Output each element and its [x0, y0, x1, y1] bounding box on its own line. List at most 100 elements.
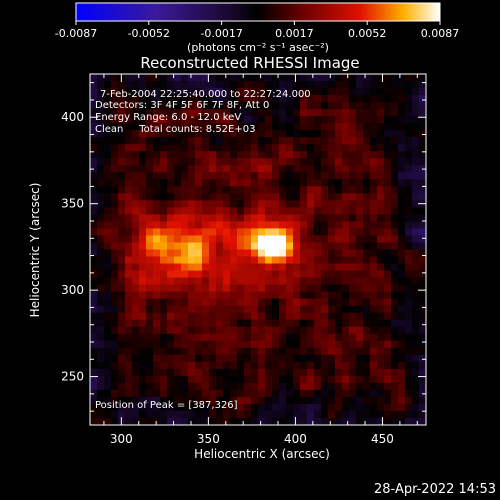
heatmap-cell: [146, 235, 154, 243]
heatmap-cell: [405, 298, 413, 307]
heatmap-cell: [307, 291, 315, 300]
heatmap-cell: [279, 340, 287, 349]
heatmap-cell: [251, 221, 259, 229]
heatmap-cell: [370, 158, 378, 166]
heatmap-cell: [398, 270, 406, 278]
heatmap-cell: [307, 81, 315, 89]
heatmap-cell: [342, 319, 350, 328]
heatmap-cell: [216, 298, 224, 307]
heatmap-cell: [384, 270, 392, 278]
heatmap-cell: [314, 123, 322, 131]
heatmap-cell: [139, 95, 147, 103]
heatmap-cell: [391, 410, 399, 419]
heatmap-cell: [153, 382, 161, 391]
peak-position-text: Position of Peak = [387,326]: [95, 400, 238, 411]
heatmap-cell: [391, 375, 399, 384]
heatmap-cell: [216, 144, 224, 152]
heatmap-cell: [237, 312, 245, 321]
heatmap-cell: [181, 291, 189, 300]
heatmap-cell: [202, 375, 210, 384]
heatmap-cell: [272, 368, 280, 377]
heatmap-cell: [258, 319, 266, 328]
heatmap-cell: [244, 109, 252, 117]
heatmap-cell: [272, 165, 280, 173]
heatmap-cell: [118, 179, 126, 187]
heatmap-cell: [384, 116, 392, 124]
heatmap-cell: [279, 207, 287, 215]
heatmap-cell: [314, 193, 322, 201]
heatmap-cell: [405, 81, 413, 89]
heatmap-cell: [244, 410, 252, 419]
heatmap-cell: [307, 403, 315, 412]
heatmap-cell: [223, 207, 231, 215]
heatmap-cell: [384, 417, 392, 426]
heatmap-cell: [167, 277, 175, 285]
heatmap-cell: [314, 186, 322, 194]
heatmap-cell: [300, 193, 308, 201]
heatmap-cell: [223, 109, 231, 117]
heatmap-cell: [321, 326, 329, 335]
heatmap-cell: [125, 270, 133, 278]
heatmap-cell: [286, 263, 294, 271]
heatmap-cell: [342, 165, 350, 173]
heatmap-cell: [251, 319, 259, 328]
heatmap-cell: [153, 256, 161, 264]
heatmap-cell: [258, 81, 266, 89]
heatmap-cell: [363, 116, 371, 124]
heatmap-cell: [398, 417, 406, 426]
heatmap-cell: [230, 130, 238, 138]
heatmap-cell: [349, 291, 357, 300]
heatmap-cell: [251, 312, 259, 321]
heatmap-cell: [370, 417, 378, 426]
heatmap-cell: [293, 116, 301, 124]
heatmap-cell: [237, 151, 245, 159]
heatmap-cell: [321, 151, 329, 159]
heatmap-cell: [370, 277, 378, 285]
heatmap-cell: [349, 340, 357, 349]
heatmap-cell: [363, 74, 371, 82]
heatmap-cell: [90, 354, 98, 363]
heatmap-cell: [342, 298, 350, 307]
heatmap-cell: [321, 277, 329, 285]
heatmap-cell: [279, 102, 287, 110]
heatmap-cell: [321, 284, 329, 293]
heatmap-cell: [391, 347, 399, 356]
heatmap-cell: [391, 277, 399, 285]
heatmap-cell: [195, 270, 203, 278]
heatmap-cell: [132, 396, 140, 405]
heatmap-cell: [328, 354, 336, 363]
heatmap-cell: [160, 403, 168, 412]
heatmap-cell: [307, 375, 315, 384]
heatmap-cell: [342, 305, 350, 314]
heatmap-cell: [104, 291, 112, 300]
heatmap-cell: [146, 221, 154, 229]
heatmap-cell: [181, 193, 189, 201]
heatmap-cell: [300, 179, 308, 187]
heatmap-cell: [356, 207, 364, 215]
heatmap-cell: [223, 179, 231, 187]
heatmap-cell: [244, 242, 252, 250]
heatmap-cell: [125, 403, 133, 412]
heatmap-cell: [153, 200, 161, 208]
heatmap-cell: [104, 403, 112, 412]
heatmap-cell: [139, 298, 147, 307]
footer-timestamp: 28-Apr-2022 14:53: [374, 482, 496, 497]
heatmap-cell: [328, 221, 336, 229]
heatmap-cell: [419, 228, 427, 236]
heatmap-cell: [202, 326, 210, 335]
heatmap-cell: [216, 417, 224, 426]
heatmap-cell: [104, 333, 112, 342]
heatmap-cell: [265, 340, 273, 349]
heatmap-cell: [384, 396, 392, 405]
heatmap-cell: [132, 277, 140, 285]
heatmap-cell: [279, 256, 287, 264]
heatmap-cell: [272, 242, 280, 250]
heatmap-cell: [195, 326, 203, 335]
heatmap-cell: [342, 123, 350, 131]
heatmap-cell: [258, 249, 266, 257]
heatmap-cell: [314, 410, 322, 419]
heatmap-cell: [230, 249, 238, 257]
heatmap-cell: [223, 256, 231, 264]
heatmap-cell: [412, 228, 420, 236]
heatmap-cell: [363, 326, 371, 335]
